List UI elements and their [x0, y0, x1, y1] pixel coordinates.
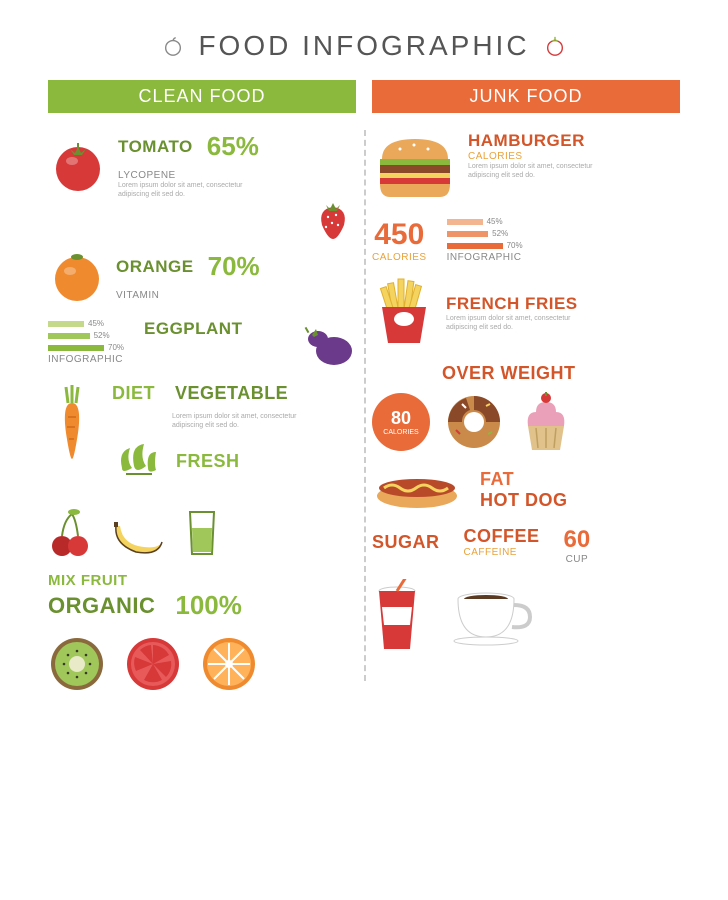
orange-nutrient: VITAMIN: [116, 290, 260, 301]
tomato-icon: [48, 135, 108, 195]
mixfruit-label: MIX FRUIT: [48, 572, 128, 589]
cherry-icon: [48, 506, 94, 558]
junk-bars: 45% 52% 70% INFOGRAPHIC: [447, 217, 523, 263]
hamburger-sub: CALORIES: [468, 151, 608, 162]
bar: [447, 231, 489, 237]
calories-sub: CALORIES: [372, 252, 427, 263]
coffee-cup-icon: [452, 585, 532, 649]
strawberry-icon: [310, 195, 356, 241]
bar-row: 52%: [447, 229, 523, 238]
vegetable-label: VEGETABLE: [175, 383, 288, 404]
carrot-icon: [48, 383, 96, 463]
hotdog-icon: [372, 468, 462, 512]
organic-label: ORGANIC: [48, 593, 155, 619]
fries-name: FRENCH FRIES: [446, 294, 586, 314]
clean-bars-label: INFOGRAPHIC: [48, 354, 124, 365]
clean-header: CLEAN FOOD: [48, 80, 356, 113]
diet-label: DIET: [112, 383, 155, 404]
junk-bars-label: INFOGRAPHIC: [447, 252, 523, 263]
tomato-outline-icon: [544, 35, 566, 57]
orange-pct: 70%: [208, 251, 260, 282]
bar-row: 70%: [48, 343, 124, 352]
calories-bubble: 80 CALORIES: [372, 393, 430, 451]
bar-label: 52%: [492, 229, 508, 238]
tomato-pct: 65%: [207, 131, 259, 162]
orange-slice-icon: [200, 635, 258, 693]
coffee-sub: CAFFEINE: [464, 547, 540, 558]
fresh-label: FRESH: [176, 451, 240, 472]
hamburger-name: HAMBURGER: [468, 131, 608, 151]
clean-bars: 45% 52% 70% INFOGRAPHIC: [48, 319, 124, 365]
sugar-label: SUGAR: [372, 532, 440, 553]
page-title: FOOD INFOGRAPHIC: [198, 30, 529, 62]
juice-glass-icon: [182, 506, 222, 558]
bar-label: 45%: [88, 319, 104, 328]
lettuce-icon: [112, 438, 162, 484]
hamburger-icon: [372, 131, 458, 203]
bar: [447, 219, 483, 225]
soda-icon: [372, 579, 422, 655]
bar-row: 45%: [48, 319, 124, 328]
coffee-label: COFFEE: [464, 526, 540, 547]
banana-icon: [108, 514, 168, 558]
orange-icon: [48, 247, 106, 305]
clean-food-column: CLEAN FOOD TOMATO 65% LYCOPENE Lorem ips…: [40, 80, 364, 701]
junk-header: JUNK FOOD: [372, 80, 680, 113]
bar-label: 45%: [487, 217, 503, 226]
tomato-slice-icon: [124, 635, 182, 693]
hotdog-label: HOT DOG: [480, 490, 568, 511]
kiwi-icon: [48, 635, 106, 693]
tomato-nutrient: LYCOPENE: [118, 170, 259, 181]
bar: [447, 243, 503, 249]
cupcake-icon: [518, 390, 574, 454]
overweight-label: OVER WEIGHT: [442, 363, 576, 383]
bubble-num: 80: [391, 408, 411, 429]
bar: [48, 345, 104, 351]
hamburger-lorem: Lorem ipsum dolor sit amet, consectetur …: [468, 162, 608, 180]
fries-lorem: Lorem ipsum dolor sit amet, consectetur …: [446, 314, 586, 332]
diet-lorem: Lorem ipsum dolor sit amet, consectetur …: [172, 412, 312, 430]
cup-sub: CUP: [566, 554, 589, 565]
bar-label: 70%: [507, 241, 523, 250]
tomato-lorem: Lorem ipsum dolor sit amet, consectetur …: [118, 181, 258, 199]
bar-row: 52%: [48, 331, 124, 340]
bar-row: 70%: [447, 241, 523, 250]
cup-num: 60: [564, 526, 591, 554]
apple-outline-icon: [162, 35, 184, 57]
tomato-name: TOMATO: [118, 137, 193, 157]
fat-label: FAT: [480, 469, 568, 490]
bubble-sub: CALORIES: [383, 429, 418, 436]
bar-label: 70%: [108, 343, 124, 352]
bar-label: 52%: [94, 331, 110, 340]
hundred-label: 100%: [175, 590, 242, 621]
calories-num: 450: [374, 218, 424, 252]
bar: [48, 321, 84, 327]
fries-icon: [372, 277, 436, 349]
donut-icon: [442, 390, 506, 454]
bar-row: 45%: [447, 217, 523, 226]
eggplant-name: EGGPLANT: [144, 319, 242, 339]
junk-food-column: JUNK FOOD HAMBURGER CALORIES Lorem ipsum…: [364, 80, 688, 701]
bar: [48, 333, 90, 339]
column-divider: [364, 130, 366, 681]
eggplant-icon: [298, 319, 356, 369]
orange-name: ORANGE: [116, 257, 194, 277]
title-row: FOOD INFOGRAPHIC: [40, 30, 688, 62]
